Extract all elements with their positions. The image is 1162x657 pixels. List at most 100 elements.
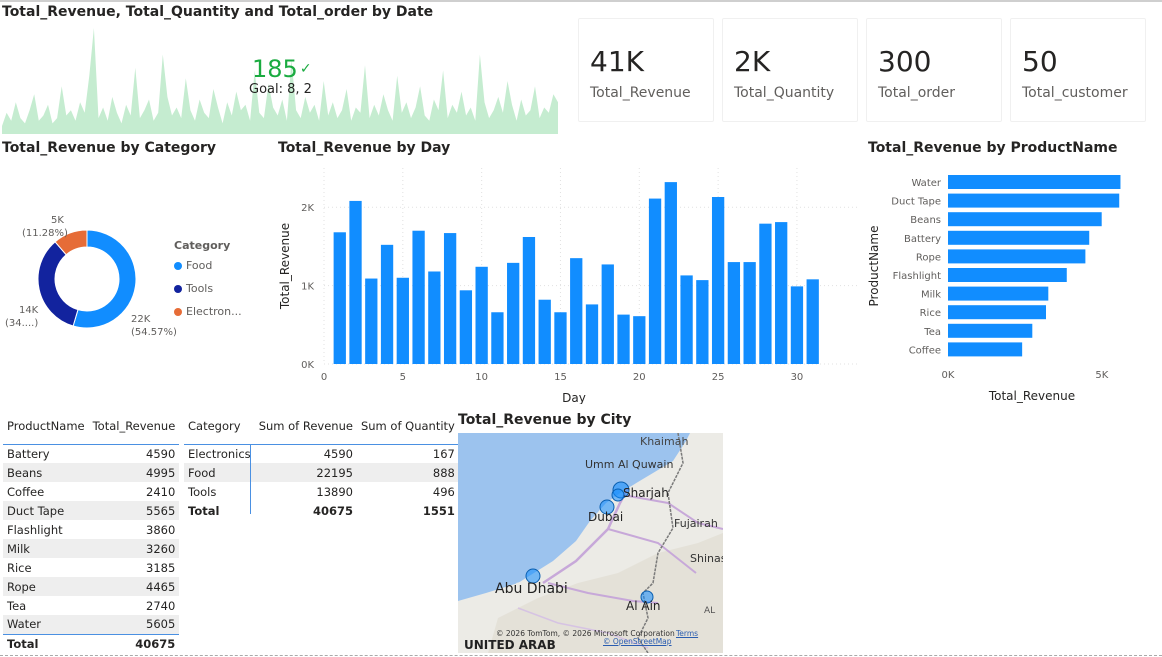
day-bar[interactable] xyxy=(664,182,677,364)
product-bar[interactable] xyxy=(948,193,1120,208)
sparkline-area-chart[interactable] xyxy=(2,22,558,134)
product-bar[interactable] xyxy=(948,212,1102,227)
day-bar[interactable] xyxy=(775,222,788,364)
day-bar[interactable] xyxy=(759,223,772,364)
table-row[interactable]: Rice 3185 xyxy=(3,558,179,577)
table-row[interactable]: Battery 4590 xyxy=(3,444,179,463)
table-row[interactable]: Water 5605 xyxy=(3,615,180,634)
day-bar[interactable] xyxy=(428,271,441,364)
cell-revenue: 2740 xyxy=(146,598,176,613)
product-bar[interactable] xyxy=(948,286,1049,301)
city-map[interactable]: Khaimah Umm Al Quwain Sharjah Dubai Fuja… xyxy=(458,433,723,653)
day-bar[interactable] xyxy=(743,262,756,364)
day-bar[interactable] xyxy=(443,233,457,364)
day-bar[interactable] xyxy=(585,304,599,364)
map-terms-link[interactable]: Terms xyxy=(676,629,699,638)
day-bar[interactable] xyxy=(538,299,551,364)
column-header[interactable]: ProductName xyxy=(3,408,89,445)
day-bar[interactable] xyxy=(570,258,583,364)
column-header[interactable]: Sum of Quantity xyxy=(356,408,459,445)
cell-product: Milk xyxy=(3,539,89,558)
day-bar[interactable] xyxy=(806,279,819,364)
card-total-quantity[interactable]: 2K Total_Quantity xyxy=(722,18,858,122)
product-bar[interactable] xyxy=(948,230,1090,245)
column-header[interactable]: Sum of Revenue xyxy=(254,408,357,445)
legend-dot xyxy=(174,284,182,293)
product-bar[interactable] xyxy=(948,342,1023,357)
day-bar[interactable] xyxy=(507,262,520,364)
y-tick-label: Flashlight xyxy=(893,271,941,282)
card-value: 50 xyxy=(1022,45,1058,78)
map-place-label: Dubai xyxy=(588,510,624,524)
day-bar[interactable] xyxy=(349,200,362,364)
y-tick-label: Rice xyxy=(920,308,941,319)
day-bar[interactable] xyxy=(648,198,662,364)
total-quantity: 1551 xyxy=(422,503,455,518)
table-row[interactable]: Tools 13890 496 xyxy=(184,482,459,501)
cell-revenue: 3185 xyxy=(146,560,176,575)
table-row[interactable]: Tea 2740 xyxy=(3,596,179,615)
day-bar[interactable] xyxy=(522,236,536,364)
card-total-order[interactable]: 300 Total_order xyxy=(866,18,1002,122)
table-row[interactable]: Food 22195 888 xyxy=(184,463,459,482)
card-label: Total_order xyxy=(878,85,956,101)
day-bar[interactable] xyxy=(333,232,346,364)
day-bar[interactable] xyxy=(680,275,693,364)
product-revenue-table[interactable]: ProductName Total_Revenue Battery 4590 Bea… xyxy=(3,408,180,653)
day-bar[interactable] xyxy=(380,244,394,364)
product-bar[interactable] xyxy=(948,305,1046,320)
day-bar[interactable] xyxy=(412,230,425,364)
day-bar[interactable] xyxy=(696,280,709,364)
donut-slice-electronics[interactable] xyxy=(54,229,88,256)
kpi-value: 185 ✓ xyxy=(252,55,312,83)
day-bar[interactable] xyxy=(491,312,504,364)
card-total-revenue[interactable]: 41K Total_Revenue xyxy=(578,18,714,122)
top-border xyxy=(0,0,1162,2)
x-tick-label: 10 xyxy=(475,372,488,383)
day-bar[interactable] xyxy=(396,277,409,364)
day-bar-chart[interactable]: 0K 1K 2K 0 5 10 15 20 25 30 Day Total_Revenue xyxy=(274,158,868,404)
cell-category: Electronics xyxy=(188,446,251,461)
day-bar[interactable] xyxy=(633,316,646,364)
table-row[interactable]: Milk 3260 xyxy=(3,539,180,558)
table-row[interactable]: Beans 4995 xyxy=(3,463,180,482)
legend-item-food[interactable]: Food xyxy=(174,259,212,272)
table-row[interactable]: Duct Tape 5565 xyxy=(3,501,180,520)
donut-slice-tools[interactable] xyxy=(37,241,79,327)
day-bar[interactable] xyxy=(365,278,378,364)
day-bar[interactable] xyxy=(617,314,630,364)
category-summary-table[interactable]: Category Sum of Revenue Sum of Quantity … xyxy=(184,408,459,520)
donut-label-percent: (34....) xyxy=(5,318,39,329)
cell-revenue: 4590 xyxy=(323,446,353,461)
product-bar[interactable] xyxy=(948,323,1033,338)
day-bar[interactable] xyxy=(601,264,614,364)
product-bar[interactable] xyxy=(948,268,1067,282)
day-bar[interactable] xyxy=(459,290,473,364)
column-header[interactable]: Category xyxy=(184,408,255,445)
x-axis-title: Day xyxy=(562,391,586,404)
day-bar[interactable] xyxy=(554,312,567,364)
table-column-divider xyxy=(250,444,251,514)
table-row[interactable]: Electronics 4590 167 xyxy=(184,444,459,463)
y-axis-title: ProductName xyxy=(867,226,881,307)
day-bar[interactable] xyxy=(727,262,741,364)
y-tick-label: 0K xyxy=(301,360,314,371)
column-header[interactable]: Total_Revenue xyxy=(88,408,180,445)
legend-item-electronics[interactable]: Electron... xyxy=(174,305,242,318)
x-tick-label: 25 xyxy=(712,372,725,383)
table-row[interactable]: Flashlight 3860 xyxy=(3,520,179,539)
day-bar[interactable] xyxy=(790,286,804,364)
table-row[interactable]: Rope 4465 xyxy=(3,577,180,596)
day-bar[interactable] xyxy=(475,266,488,364)
map-osm-link[interactable]: © OpenStreetMap xyxy=(603,637,672,646)
category-donut-chart[interactable] xyxy=(30,222,144,336)
product-bar-chart[interactable]: Water Duct Tape Beans Battery Rope Flashlight… xyxy=(862,160,1158,404)
card-total-customer[interactable]: 50 Total_customer xyxy=(1010,18,1146,122)
product-bar[interactable] xyxy=(948,249,1086,264)
day-chart-title: Total_Revenue by Day xyxy=(278,140,451,156)
donut-slice-food[interactable] xyxy=(72,229,137,329)
table-row[interactable]: Coffee 2410 xyxy=(3,482,179,501)
legend-item-tools[interactable]: Tools xyxy=(174,282,213,295)
product-bar[interactable] xyxy=(948,175,1121,189)
day-bar[interactable] xyxy=(711,197,725,364)
